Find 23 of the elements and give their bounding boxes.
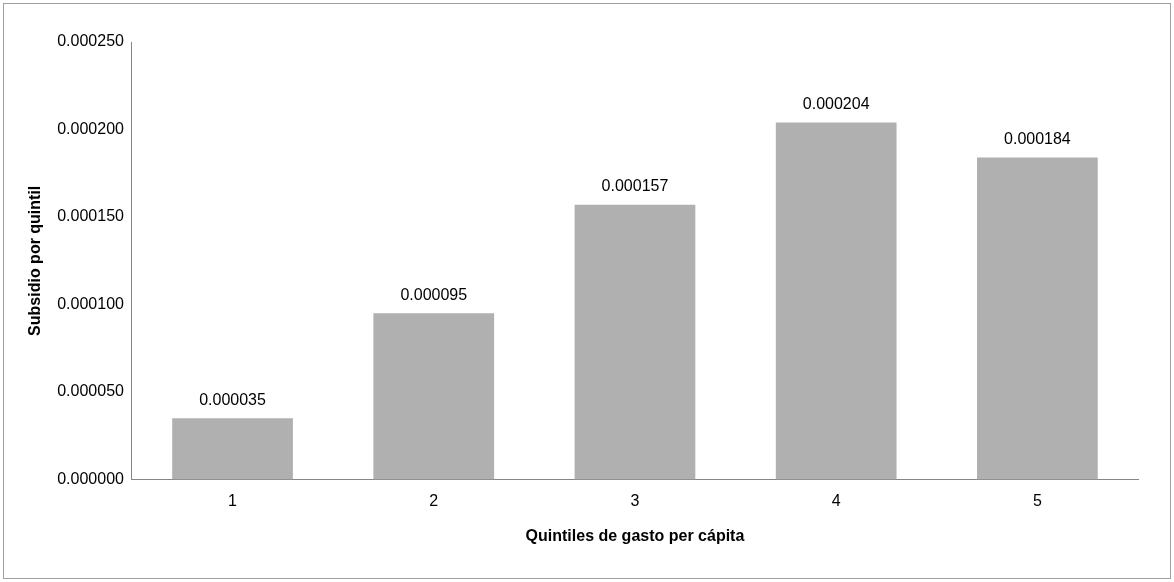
y-tick-label: 0.000050 (57, 382, 125, 400)
y-axis-title: Subsidio por quintil (26, 185, 44, 336)
data-label: 0.000035 (199, 390, 267, 408)
x-tick-label: 3 (630, 491, 640, 509)
x-tick-label: 2 (429, 491, 439, 509)
y-tick-label: 0.000150 (57, 207, 125, 225)
x-tick-label: 4 (831, 491, 841, 509)
y-tick-label: 0.000000 (57, 470, 125, 488)
y-tick-label: 0.000200 (57, 119, 125, 137)
data-label: 0.000184 (1004, 129, 1071, 147)
bar (172, 418, 293, 480)
bar (373, 313, 495, 480)
x-axis-title: Quintiles de gasto per cápita (525, 526, 745, 544)
data-label: 0.000095 (400, 285, 468, 303)
x-tick-label: 5 (1032, 491, 1042, 509)
bar (775, 122, 897, 480)
y-tick-label: 0.000100 (57, 294, 125, 312)
data-label: 0.000157 (601, 177, 669, 195)
y-tick-label: 0.000250 (57, 32, 125, 50)
x-tick-label: 1 (228, 491, 238, 509)
bar (574, 204, 696, 480)
bar (977, 157, 1098, 480)
data-label: 0.000204 (802, 94, 870, 112)
